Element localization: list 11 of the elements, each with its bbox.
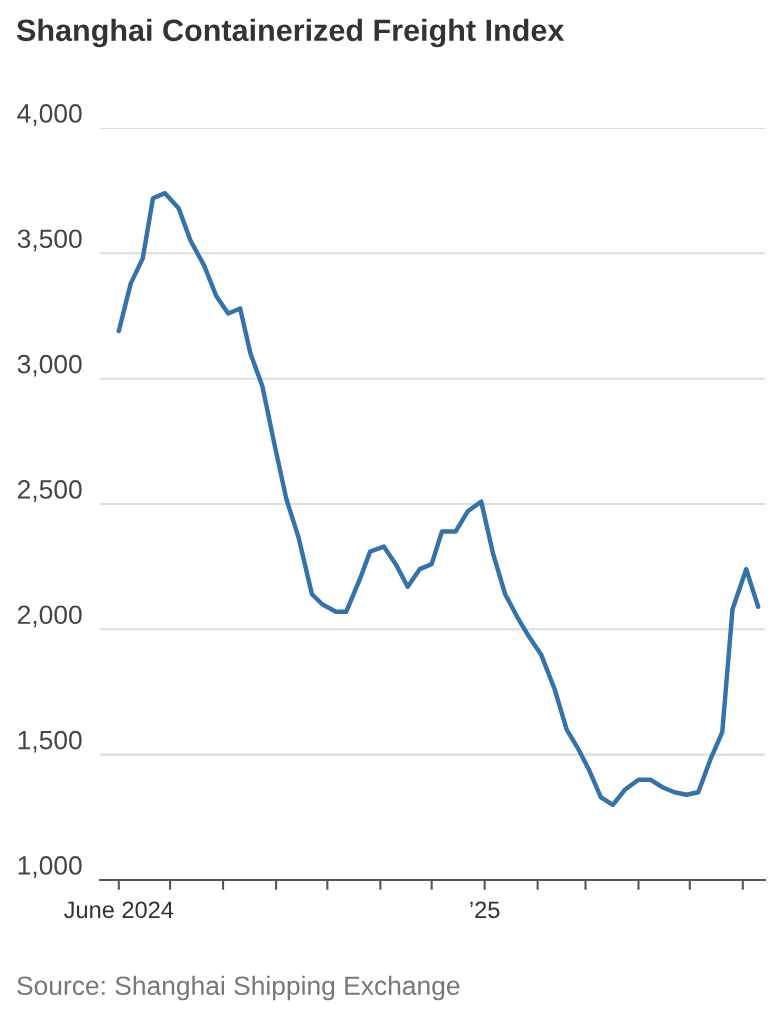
y-tick-label: 1,000 xyxy=(18,856,82,878)
y-tick-label: 1,500 xyxy=(18,730,82,753)
x-tick-label: June 2024 xyxy=(64,901,174,919)
y-tick-label: 2,000 xyxy=(17,605,82,628)
y-tick-label: 3,500 xyxy=(17,229,82,252)
y-tick-label: 2,500 xyxy=(17,480,82,502)
y-tick-label: 3,000 xyxy=(17,354,82,377)
chart-title: Shanghai Containerized Freight Index xyxy=(16,18,565,48)
x-tick-label: ’25 xyxy=(470,901,500,919)
source-note: Source: Shanghai Shipping Exchange xyxy=(17,975,460,1001)
y-tick-label: 4,000 xyxy=(17,104,82,126)
